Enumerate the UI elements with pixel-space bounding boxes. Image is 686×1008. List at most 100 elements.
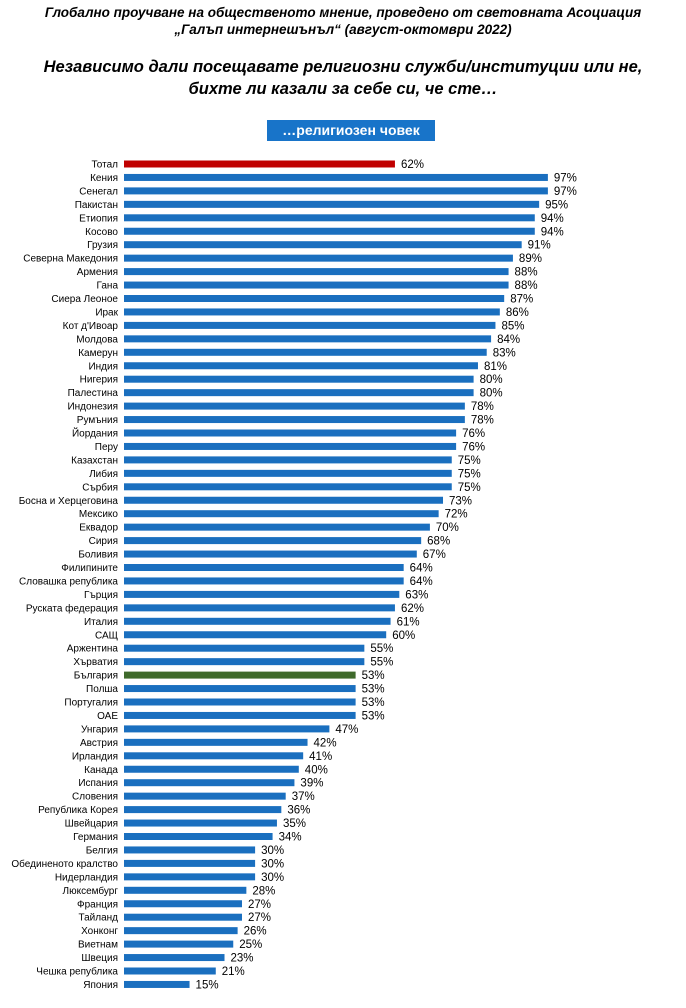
- value-label: 42%: [314, 737, 337, 749]
- value-label: 21%: [222, 966, 245, 978]
- value-label: 40%: [305, 764, 328, 776]
- bar: [124, 954, 225, 962]
- category-label: Северна Македония: [23, 254, 118, 265]
- value-label: 91%: [528, 240, 551, 252]
- category-label: Сенегал: [79, 186, 118, 197]
- category-label: Казахстан: [71, 455, 118, 466]
- value-label: 55%: [370, 657, 393, 669]
- bar: [124, 402, 465, 410]
- bar: [124, 362, 478, 370]
- question-line-2: бихте ли казали за себе си, че сте…: [188, 80, 498, 98]
- value-label: 76%: [462, 441, 485, 453]
- bar-chart: Тотал 62% Кения 97% Сенегал 97% Пакистан 95% Ети…: [11, 159, 577, 991]
- value-label: 94%: [541, 213, 564, 225]
- category-label: Йордания: [72, 427, 118, 440]
- bar: [124, 940, 234, 948]
- category-label: Белгия: [86, 845, 118, 856]
- bar: [124, 254, 513, 262]
- bar: [124, 577, 404, 585]
- category-label: Полша: [86, 684, 118, 695]
- category-label: Италия: [84, 617, 118, 628]
- category-label: Армения: [77, 267, 118, 278]
- category-label: Перу: [95, 442, 118, 453]
- bar: [124, 227, 535, 235]
- bar: [124, 416, 465, 424]
- bar: [124, 442, 457, 450]
- value-label: 78%: [471, 401, 494, 413]
- category-label: България: [74, 671, 118, 682]
- value-label: 68%: [427, 536, 450, 548]
- bar: [124, 752, 304, 760]
- value-label: 83%: [493, 347, 516, 359]
- category-label: Румъния: [77, 415, 118, 426]
- category-label: Германия: [73, 832, 118, 843]
- bar: [124, 187, 548, 195]
- value-label: 55%: [370, 643, 393, 655]
- bar: [124, 389, 474, 397]
- category-label: Аржентина: [67, 644, 119, 655]
- bar: [124, 725, 330, 733]
- bar: [124, 671, 356, 679]
- value-label: 60%: [392, 630, 415, 642]
- bar: [124, 644, 365, 652]
- category-label: Кот д'Ивоар: [63, 321, 119, 332]
- bar: [124, 160, 395, 168]
- value-label: 39%: [300, 778, 323, 790]
- value-label: 63%: [405, 589, 428, 601]
- category-label: Австрия: [80, 738, 118, 749]
- value-label: 75%: [458, 482, 481, 494]
- category-label: Словашка република: [19, 575, 118, 587]
- category-label: Сирия: [89, 536, 118, 547]
- bar: [124, 873, 256, 881]
- value-label: 80%: [480, 388, 503, 400]
- bar: [124, 268, 509, 276]
- bar: [124, 819, 277, 827]
- category-label: Филипините: [61, 563, 118, 574]
- bar: [124, 631, 387, 639]
- bar: [124, 927, 238, 935]
- category-label: Хонконг: [81, 926, 118, 937]
- value-label: 97%: [554, 186, 577, 198]
- category-label: Мексико: [79, 509, 119, 520]
- category-label: Република Корея: [38, 804, 118, 816]
- category-label: Чешка република: [36, 966, 118, 978]
- bar: [124, 295, 505, 302]
- value-label: 27%: [248, 912, 271, 924]
- value-label: 30%: [261, 845, 284, 857]
- category-label: Палестина: [68, 388, 119, 399]
- bar: [124, 859, 256, 867]
- bar: [124, 900, 242, 908]
- value-label: 53%: [362, 684, 385, 696]
- bar: [124, 779, 295, 787]
- value-label: 80%: [480, 374, 503, 386]
- value-label: 25%: [239, 939, 262, 951]
- category-label: Португалия: [64, 698, 118, 709]
- bar: [124, 765, 299, 773]
- value-label: 37%: [292, 791, 315, 803]
- category-label: Обединеното кралство: [11, 858, 118, 870]
- bar: [124, 469, 452, 477]
- value-label: 27%: [248, 899, 271, 911]
- bar: [124, 967, 216, 975]
- value-label: 75%: [458, 468, 481, 480]
- bar: [124, 173, 548, 181]
- question-line-1: Независимо дали посещавате религиозни сл…: [43, 58, 643, 76]
- value-label: 72%: [445, 509, 468, 521]
- value-label: 30%: [261, 872, 284, 884]
- bar: [124, 281, 509, 289]
- bar: [124, 980, 190, 988]
- value-label: 15%: [196, 979, 219, 991]
- category-label: Тайланд: [78, 913, 118, 924]
- category-label: Гана: [97, 281, 119, 292]
- survey-question: Независимо дали посещавате религиозни сл…: [0, 56, 686, 100]
- value-label: 94%: [541, 226, 564, 238]
- value-label: 64%: [410, 576, 433, 588]
- category-label: Еквадор: [79, 523, 118, 534]
- bar: [124, 241, 522, 249]
- value-label: 76%: [462, 428, 485, 440]
- category-label: Испания: [78, 778, 118, 789]
- bar: [124, 375, 474, 383]
- category-label: Япония: [83, 980, 118, 991]
- value-label: 67%: [423, 549, 446, 561]
- value-label: 61%: [397, 616, 420, 628]
